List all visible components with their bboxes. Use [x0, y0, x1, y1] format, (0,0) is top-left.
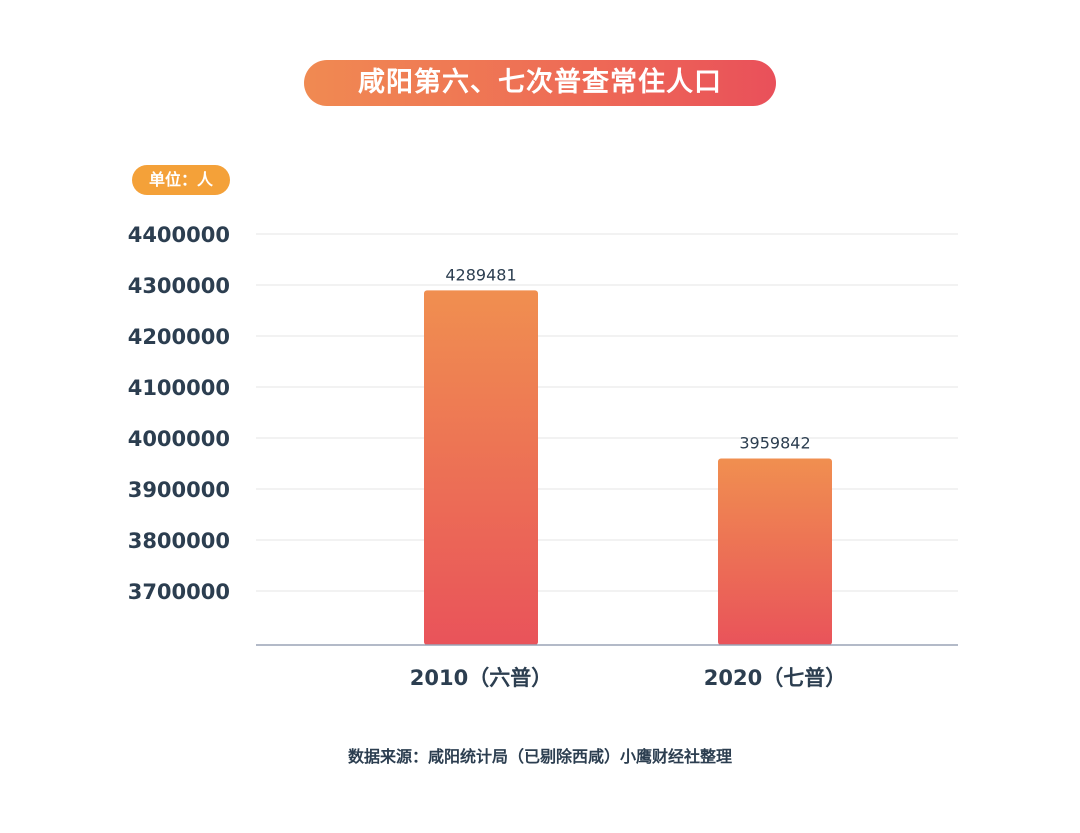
unit-badge: 单位：人: [132, 165, 230, 195]
bar-1: [424, 290, 538, 645]
grid-lines: [256, 233, 958, 592]
x-axis-ticks: 2010（六普） 2020（七普）: [410, 666, 846, 690]
y-tick-label: 4000000: [128, 427, 230, 451]
y-tick-label: 4100000: [128, 376, 230, 400]
y-tick-label: 4300000: [128, 274, 230, 298]
bars: [424, 290, 832, 645]
y-tick-label: 4400000: [128, 223, 230, 247]
bar-value-label: 4289481: [445, 265, 516, 284]
source-note: 数据来源：咸阳统计局（已剔除西咸）小鹰财经社整理: [347, 747, 732, 766]
y-tick-label: 4200000: [128, 325, 230, 349]
x-tick-label: 2020（七普）: [704, 666, 846, 690]
chart-title: 咸阳第六、七次普查常住人口: [304, 60, 776, 106]
y-tick-label: 3700000: [128, 580, 230, 604]
y-tick-label: 3900000: [128, 478, 230, 502]
x-tick-label: 2010（六普）: [410, 666, 552, 690]
bar-value-label: 3959842: [739, 433, 810, 452]
bar-value-labels: 4289481 3959842: [445, 265, 810, 452]
y-tick-label: 3800000: [128, 529, 230, 553]
bar-2: [718, 458, 832, 645]
y-axis-ticks: 4400000 4300000 4200000 4100000 4000000 39000…: [128, 223, 230, 604]
